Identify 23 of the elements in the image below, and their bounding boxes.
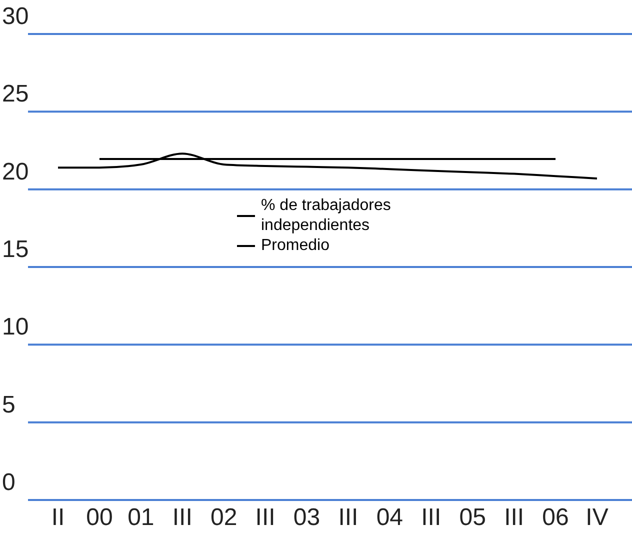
y-tick-label: 10	[2, 314, 29, 341]
x-tick-label: III	[338, 504, 358, 532]
x-tick-label: 02	[210, 504, 238, 532]
x-tick-label: 06	[542, 504, 569, 532]
y-tick-label: 25	[2, 80, 29, 108]
x-tick-label: 03	[293, 504, 320, 532]
x-tick-label: III	[504, 504, 524, 532]
x-tick-label: III	[255, 504, 276, 532]
x-tick-label: IV	[586, 504, 608, 532]
legend-label: % de trabajadores independientes	[261, 196, 392, 236]
y-tick-label: 30	[2, 3, 29, 30]
y-tick-label: 15	[2, 236, 29, 263]
x-tick-label: III	[172, 504, 192, 532]
x-tick-label: III	[421, 504, 442, 532]
x-tick-label: 04	[376, 504, 404, 532]
y-tick-label: 20	[2, 158, 29, 186]
x-tick-label: 05	[459, 504, 486, 532]
x-tick-label: 00	[86, 504, 113, 532]
x-tick-label: II	[51, 504, 65, 532]
x-tick-label: 01	[128, 504, 154, 532]
y-tick-label: 0	[2, 469, 16, 496]
y-tick-label: 5	[2, 391, 16, 418]
legend-label: Promedio	[261, 236, 330, 256]
